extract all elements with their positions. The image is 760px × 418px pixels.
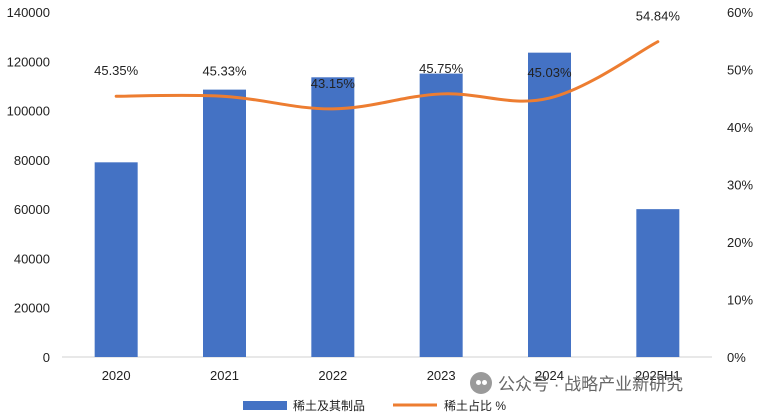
right-tick-label: 60%: [727, 5, 753, 20]
bar: [311, 77, 355, 357]
line-data-label: 45.75%: [419, 61, 464, 76]
left-tick-label: 0: [43, 350, 50, 365]
legend-bar-swatch: [243, 401, 287, 410]
line-data-labels: 45.35% 45.33% 43.15% 45.75% 45.03% 54.84%: [94, 9, 680, 91]
x-tick-label: 2024: [535, 368, 564, 383]
bar: [636, 209, 680, 357]
left-tick-label: 140000: [7, 5, 50, 20]
x-tick-label: 2021: [210, 368, 239, 383]
line-data-label: 45.35%: [94, 63, 139, 78]
bar: [419, 73, 463, 357]
right-axis-ticks: 0% 10% 20% 30% 40% 50% 60%: [727, 5, 753, 365]
bar: [203, 89, 246, 357]
right-tick-label: 50%: [727, 63, 753, 78]
right-tick-label: 10%: [727, 293, 753, 308]
line-data-label: 54.84%: [636, 9, 681, 24]
left-tick-label: 80000: [14, 153, 50, 168]
left-tick-label: 40000: [14, 251, 50, 266]
bar-series: [94, 52, 680, 358]
right-tick-label: 20%: [727, 235, 753, 250]
wechat-icon: [470, 371, 492, 394]
left-tick-label: 100000: [7, 104, 50, 119]
left-tick-label: 120000: [7, 54, 50, 69]
x-axis-ticks: 2020 2021 2022 2023 2024 2025H1: [102, 368, 681, 383]
watermark: 公众号 · 战略产业新研究: [470, 370, 683, 395]
right-tick-label: 40%: [727, 120, 753, 135]
bar: [528, 52, 571, 358]
watermark-text: 公众号 · 战略产业新研究: [498, 375, 684, 394]
right-tick-label: 0%: [727, 350, 746, 365]
line-data-label: 45.03%: [527, 65, 572, 80]
line-data-label: 43.15%: [311, 76, 356, 91]
bar: [94, 162, 138, 357]
x-tick-label: 2023: [427, 368, 456, 383]
line-data-label: 45.33%: [202, 63, 247, 78]
left-axis-ticks: 0 20000 40000 60000 80000 100000 120000 140000: [7, 5, 50, 365]
line-series-path: [114, 40, 660, 111]
left-tick-label: 20000: [14, 301, 50, 316]
left-tick-label: 60000: [14, 202, 50, 217]
right-tick-label: 30%: [727, 178, 753, 193]
x-tick-label: 2020: [102, 368, 131, 383]
x-tick-label: 2025H1: [635, 368, 681, 383]
legend-bar-label: 稀土及其制品: [293, 399, 365, 413]
x-tick-label: 2022: [318, 368, 347, 383]
legend-line-label: 稀土占比 %: [444, 398, 506, 413]
legend: 稀土及其制品 稀土占比 %: [243, 398, 506, 413]
